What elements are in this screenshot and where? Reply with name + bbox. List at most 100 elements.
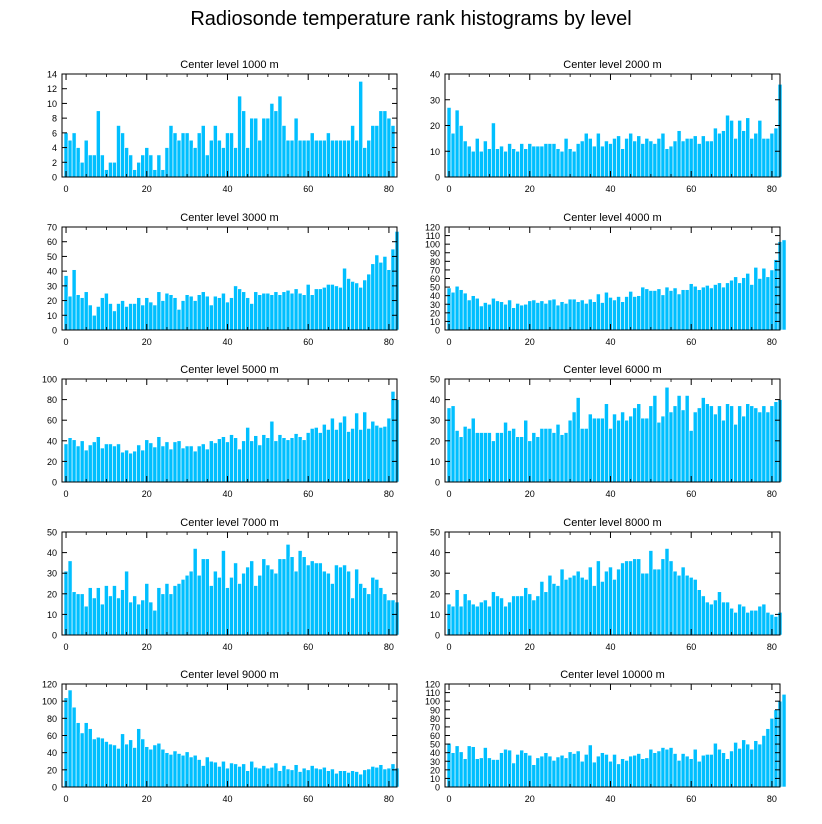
- y-tick-label: 2: [52, 158, 57, 168]
- histogram-bar: [587, 413, 593, 483]
- histogram-bar: [309, 428, 315, 483]
- histogram-bar: [705, 403, 710, 483]
- histogram-bar: [495, 595, 500, 636]
- histogram-bar: [636, 403, 642, 483]
- histogram-bar: [79, 297, 85, 331]
- histogram-bar: [152, 609, 158, 636]
- histogram-bar: [628, 291, 633, 331]
- histogram-bar: [313, 288, 319, 331]
- histogram-bar: [773, 709, 779, 788]
- histogram-bar: [249, 760, 255, 788]
- panel-title: Center level 1000 m: [180, 59, 278, 71]
- histogram-bar: [176, 753, 182, 788]
- histogram-bar: [67, 295, 73, 331]
- histogram-bar: [116, 303, 121, 331]
- histogram-bar: [79, 161, 85, 178]
- histogram-bar: [233, 285, 238, 331]
- y-tick-label: 120: [425, 223, 440, 233]
- histogram-bar: [83, 722, 89, 788]
- histogram-bar: [152, 169, 158, 178]
- x-tick-label: 0: [447, 184, 452, 194]
- histogram-bar: [664, 148, 670, 178]
- histogram-bar: [204, 154, 210, 178]
- histogram-bar: [555, 756, 561, 788]
- histogram-bar: [87, 587, 93, 636]
- histogram-bar: [160, 300, 166, 331]
- histogram-bar: [709, 405, 714, 483]
- histogram-bar: [277, 294, 283, 331]
- histogram-bar: [265, 117, 271, 178]
- histogram-bar: [152, 446, 158, 483]
- histogram-bar: [733, 276, 738, 331]
- histogram-bar: [620, 411, 625, 483]
- histogram-bar: [358, 287, 364, 331]
- histogram-bar: [281, 558, 287, 636]
- histogram-bar: [229, 577, 234, 636]
- histogram-bar: [269, 103, 275, 178]
- histogram-bar: [326, 132, 331, 178]
- histogram-bar: [535, 757, 541, 788]
- histogram-bar: [176, 583, 182, 636]
- y-tick-label: 70: [430, 265, 440, 275]
- histogram-bar: [253, 117, 259, 178]
- plot-frame: [61, 73, 398, 178]
- histogram-bar: [136, 728, 142, 788]
- histogram-bar: [67, 689, 73, 788]
- histogram-bar: [253, 435, 259, 483]
- histogram-bar: [567, 751, 573, 788]
- y-tick-label: 10: [430, 610, 440, 620]
- y-tick-label: 0: [435, 631, 440, 641]
- x-tick-label: 80: [384, 184, 394, 194]
- histogram-bar: [741, 415, 746, 483]
- histogram-bar: [148, 748, 154, 788]
- histogram-bar: [112, 744, 117, 788]
- histogram-bar: [688, 430, 694, 483]
- histogram-bar: [487, 605, 492, 636]
- histogram-bar: [587, 744, 593, 788]
- histogram-bar: [753, 407, 759, 483]
- histogram-bar: [209, 304, 214, 331]
- histogram-bar: [132, 747, 137, 788]
- histogram-bar: [213, 761, 218, 788]
- histogram-bar: [644, 572, 650, 636]
- x-tick-label: 20: [142, 794, 152, 804]
- histogram-bar: [237, 766, 242, 788]
- histogram-bar: [676, 395, 682, 483]
- y-tick-label: 20: [47, 457, 57, 467]
- histogram-bar: [692, 135, 698, 178]
- histogram-bar: [624, 419, 629, 483]
- histogram-bar: [479, 432, 484, 483]
- histogram-bar: [579, 577, 585, 636]
- histogram-bar: [156, 742, 162, 788]
- histogram-bar: [616, 568, 621, 636]
- histogram-bar: [382, 593, 388, 636]
- x-tick-label: 80: [767, 642, 777, 652]
- histogram-bar: [338, 566, 343, 636]
- histogram-bar: [612, 299, 617, 331]
- histogram-bar: [499, 145, 504, 178]
- histogram-bar: [539, 755, 545, 788]
- histogram-bar: [462, 593, 468, 636]
- histogram-bar: [366, 273, 372, 331]
- histogram-bar: [317, 768, 323, 788]
- histogram-bar: [761, 603, 767, 636]
- histogram-bar: [466, 599, 472, 636]
- x-tick-label: 0: [447, 794, 452, 804]
- histogram-bar: [326, 284, 331, 331]
- histogram-bar: [390, 248, 396, 331]
- histogram-bar: [479, 757, 484, 788]
- histogram-bar: [446, 107, 452, 178]
- histogram-bar: [237, 95, 242, 178]
- histogram-panel-3: Center level 3000 m 0 10 20 30 40 50 60 70 0 20 40 6…: [47, 212, 400, 347]
- histogram-bar: [721, 286, 726, 331]
- histogram-bar: [773, 401, 779, 483]
- histogram-bar: [551, 583, 557, 636]
- histogram-bar: [519, 304, 525, 331]
- histogram-bar: [124, 306, 129, 331]
- histogram-bar: [116, 748, 121, 788]
- histogram-bar: [172, 297, 178, 331]
- histogram-bar: [495, 432, 500, 483]
- histogram-panel-10: Center level 10000 m01020304050607080901…: [425, 669, 787, 804]
- histogram-bar: [495, 148, 500, 178]
- histogram-bar: [668, 411, 674, 483]
